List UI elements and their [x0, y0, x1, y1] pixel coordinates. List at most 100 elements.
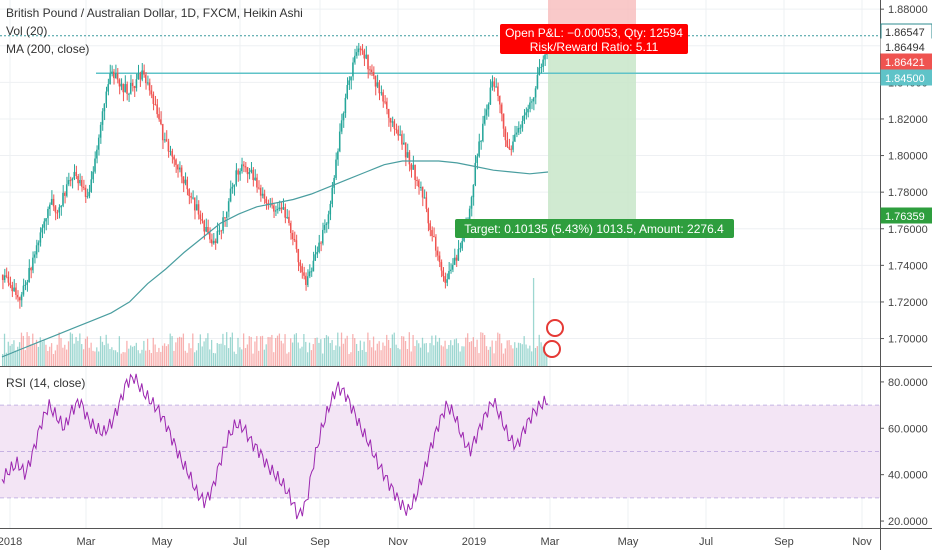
volume-bar — [148, 349, 151, 366]
volume-bar — [344, 338, 346, 366]
candle-body — [314, 254, 316, 261]
candle-body — [431, 230, 433, 236]
volume-bar — [99, 336, 102, 366]
volume-bar — [463, 346, 465, 366]
candle-body — [84, 187, 87, 197]
rsi-tick-label: 40.0000 — [888, 470, 928, 482]
candle-body — [308, 271, 311, 277]
volume-bar — [214, 353, 217, 366]
volume-bar — [3, 333, 6, 366]
volume-bar — [293, 334, 296, 366]
volume-bar — [37, 346, 40, 366]
volume-bar — [75, 337, 77, 366]
candle-body — [184, 179, 187, 184]
candle-body — [395, 128, 397, 130]
candle-body — [273, 205, 275, 212]
volume-bar — [352, 334, 354, 366]
candle-body — [118, 79, 121, 87]
volume-bar — [459, 351, 461, 366]
volume-bar — [133, 345, 136, 366]
candle-body — [472, 184, 475, 198]
volume-bar — [427, 352, 429, 366]
candle-body — [171, 150, 173, 157]
candle-body — [17, 294, 19, 298]
candle-body — [190, 196, 192, 198]
volume-bar — [263, 349, 265, 366]
volume-bar — [335, 345, 337, 366]
volume-bar — [239, 347, 241, 366]
candle-body — [517, 128, 520, 133]
volume-bar — [408, 332, 410, 366]
volume-bar — [465, 337, 467, 366]
volume-bar — [173, 350, 175, 366]
volume-bar — [118, 336, 121, 366]
volume-bar — [497, 332, 499, 366]
candle-body — [60, 205, 62, 208]
candle-body — [167, 141, 170, 152]
candle-body — [498, 95, 501, 105]
volume-bar — [235, 353, 237, 366]
volume-bar — [9, 345, 11, 366]
volume-bar — [69, 332, 72, 366]
volume-bar — [275, 338, 277, 366]
candle-body — [359, 48, 362, 50]
time-tick-label: 2019 — [462, 536, 486, 548]
price-label: 1.76359 — [885, 211, 925, 223]
candle-body — [399, 134, 401, 136]
volume-bar — [180, 337, 183, 366]
candle-body — [257, 187, 260, 189]
candle-body — [241, 164, 243, 172]
candle-body — [41, 227, 43, 233]
candle-body — [348, 80, 350, 85]
volume-bar — [194, 352, 196, 366]
candle-body — [111, 71, 113, 74]
candle-body — [500, 104, 503, 115]
volume-bar — [531, 351, 533, 366]
candle-body — [192, 197, 194, 199]
candle-body — [13, 287, 15, 292]
candle-body — [274, 210, 277, 212]
candle-body — [131, 82, 134, 87]
candle-body — [246, 167, 249, 175]
volume-bar — [154, 344, 156, 366]
volume-bar — [269, 337, 271, 366]
candle-body — [515, 132, 518, 135]
candle-body — [137, 73, 140, 80]
candle-body — [333, 177, 335, 188]
candle-body — [448, 270, 450, 280]
volume-bar — [372, 336, 375, 366]
candle-body — [337, 151, 339, 160]
candle-body — [331, 187, 333, 204]
volume-bar — [229, 337, 232, 366]
candle-body — [514, 134, 516, 142]
take-profit-zone — [548, 38, 636, 223]
volume-bar — [192, 333, 194, 366]
volume-bar — [113, 350, 115, 366]
candle-body — [418, 180, 420, 188]
volume-bar — [457, 343, 459, 366]
volume-bar — [451, 345, 454, 366]
candle-body — [402, 142, 405, 145]
candle-body — [293, 239, 296, 241]
candle-body — [207, 227, 209, 233]
volume-bar — [233, 351, 235, 366]
candle-body — [122, 83, 124, 93]
candle-body — [94, 158, 96, 172]
candle-body — [244, 166, 247, 168]
candle-body — [318, 242, 320, 252]
volume-bar — [199, 334, 201, 366]
candle-body — [335, 159, 337, 178]
volume-bar — [487, 349, 490, 366]
volume-bar — [367, 332, 369, 366]
volume-bar — [47, 351, 49, 366]
volume-bar — [271, 334, 273, 366]
volume-bar — [316, 337, 318, 366]
candle-body — [419, 186, 422, 188]
risk-reward-text: Risk/Reward Ratio: 5.11 — [530, 40, 659, 54]
volume-bar — [231, 332, 233, 366]
candle-body — [43, 221, 45, 228]
volume-bar — [34, 344, 36, 366]
volume-bar — [536, 346, 538, 366]
